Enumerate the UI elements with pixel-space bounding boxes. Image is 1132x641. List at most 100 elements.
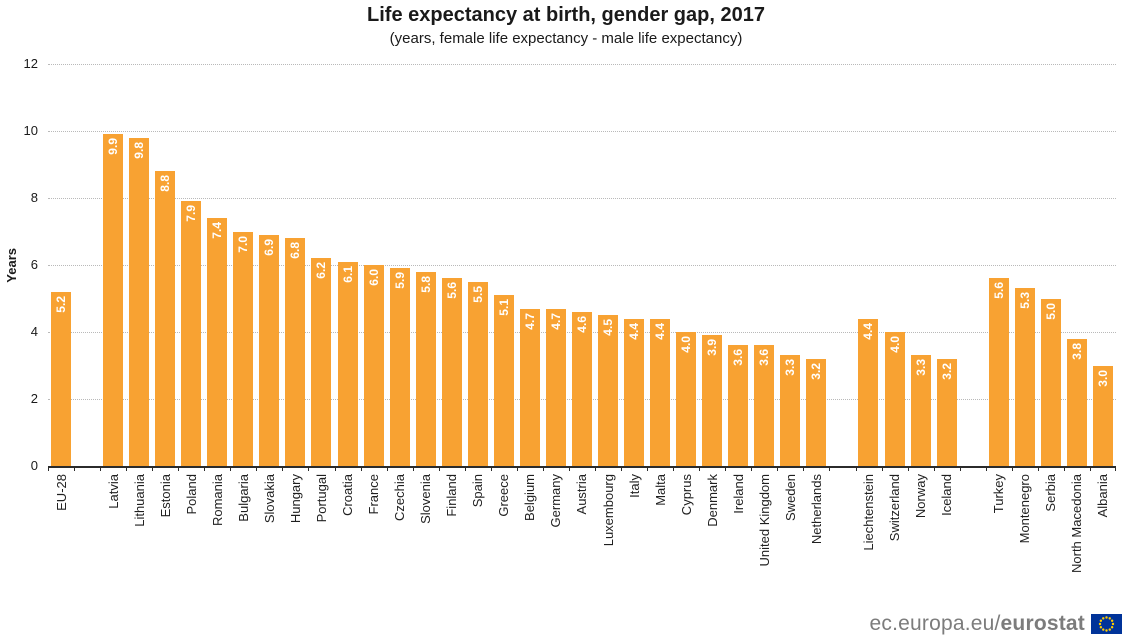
bar: 4.7: [519, 308, 540, 466]
bar-slot: 6.9: [256, 64, 282, 466]
category-label-slot: Estonia: [152, 474, 178, 600]
gap-slot: [829, 64, 855, 466]
x-axis-tick: [751, 466, 753, 471]
category-label: Serbia: [1043, 474, 1059, 512]
bar-slot: 5.2: [48, 64, 74, 466]
bar: 3.3: [780, 355, 801, 466]
category-label-slot: Malta: [647, 474, 673, 600]
bar: 3.6: [754, 345, 775, 466]
gap-label-slot: [74, 474, 100, 600]
x-axis-tick: [490, 466, 492, 471]
x-axis-tick: [230, 466, 232, 471]
gridline: [48, 64, 1116, 65]
bar-value-label: 7.4: [210, 222, 225, 239]
x-axis-tick: [777, 466, 779, 471]
bar-value-label: 4.7: [522, 312, 537, 330]
category-label: Bulgaria: [235, 474, 251, 522]
bar: 9.8: [129, 137, 150, 466]
bar-value-label: 6.9: [262, 238, 277, 256]
x-axis-tick: [386, 466, 388, 471]
x-axis-tick: [855, 466, 857, 471]
x-axis-tick: [933, 466, 935, 471]
bar-slot: 6.8: [282, 64, 308, 466]
category-label: Netherlands: [808, 474, 824, 545]
bar-value-label: 4.7: [548, 312, 563, 330]
bar: 5.9: [389, 268, 410, 466]
bar-value-label: 5.0: [1043, 302, 1058, 320]
x-axis-tick: [829, 466, 831, 471]
gap-slot: [74, 64, 100, 466]
y-axis-tick-label: 8: [30, 189, 38, 205]
y-axis-tick-label: 4: [30, 323, 38, 339]
x-axis-tick: [308, 466, 310, 471]
bar: 3.0: [1092, 365, 1113, 466]
category-label: Switzerland: [887, 474, 903, 542]
bar-value-label: 5.6: [444, 282, 459, 300]
x-axis-tick: [412, 466, 414, 471]
category-label-slot: Liechtenstein: [855, 474, 881, 600]
bar-slot: 5.9: [387, 64, 413, 466]
category-label-slot: Czechia: [387, 474, 413, 600]
category-labels-row: EU-28 Latvia Lithuania Estonia Poland Romania…: [48, 474, 1116, 600]
category-label-slot: Netherlands: [803, 474, 829, 600]
bar: 3.9: [702, 335, 723, 466]
bar-slot: 3.0: [1090, 64, 1116, 466]
category-label: Slovenia: [418, 474, 434, 524]
bar: 5.0: [1040, 298, 1061, 466]
bar-value-label: 4.0: [887, 336, 902, 353]
category-label-slot: Slovakia: [256, 474, 282, 600]
bar: 3.6: [728, 345, 749, 466]
category-label-slot: Slovenia: [413, 474, 439, 600]
gap-slot: [960, 64, 986, 466]
y-axis-tick-label: 10: [23, 122, 38, 138]
bar-value-label: 5.3: [1017, 292, 1032, 310]
bar-slot: 3.8: [1064, 64, 1090, 466]
bar-slot: 7.4: [204, 64, 230, 466]
x-axis-tick: [542, 466, 544, 471]
y-axis-tick-label: 0: [30, 458, 38, 473]
category-label-slot: Albania: [1090, 474, 1116, 600]
bar-slot: 6.0: [361, 64, 387, 466]
bar: 4.4: [858, 318, 879, 466]
x-axis-tick: [1115, 466, 1116, 471]
bar-slot: 9.8: [126, 64, 152, 466]
bar-slot: 3.3: [777, 64, 803, 466]
bar: 5.8: [415, 271, 436, 466]
category-label: Italy: [626, 474, 642, 498]
bar: 3.8: [1066, 338, 1087, 466]
bar-value-label: 4.0: [679, 336, 694, 353]
bar: 7.0: [233, 231, 254, 466]
bar-value-label: 3.0: [1095, 369, 1110, 387]
category-label-slot: Romania: [204, 474, 230, 600]
x-axis-tick: [595, 466, 597, 471]
bar-slot: 4.4: [855, 64, 881, 466]
category-label: France: [366, 474, 382, 515]
bar-slot: 3.2: [934, 64, 960, 466]
bar-value-label: 5.8: [418, 275, 433, 293]
category-label-slot: Germany: [543, 474, 569, 600]
bar: 6.9: [259, 234, 280, 466]
category-label-slot: North Macedonia: [1064, 474, 1090, 600]
x-axis-tick: [126, 466, 128, 471]
bar-slot: 4.4: [621, 64, 647, 466]
x-axis-tick: [360, 466, 362, 471]
category-label-slot: Belgium: [517, 474, 543, 600]
bar-slot: 5.6: [986, 64, 1012, 466]
bar: 9.9: [103, 134, 124, 466]
y-axis-tick-label: 12: [23, 56, 38, 71]
bar-value-label: 5.5: [470, 285, 485, 303]
bar-slot: 3.6: [751, 64, 777, 466]
footer-url: ec.europa.eu/eurostat: [869, 612, 1085, 635]
bar-value-label: 6.8: [288, 242, 303, 259]
category-label-slot: Latvia: [100, 474, 126, 600]
category-label-slot: EU-28: [48, 474, 74, 600]
bar: 7.9: [181, 201, 202, 466]
gridline: [48, 130, 1116, 132]
x-axis-tick: [516, 466, 518, 471]
category-label-slot: Iceland: [934, 474, 960, 600]
bar: 6.0: [363, 265, 384, 466]
category-label-slot: Bulgaria: [230, 474, 256, 600]
bar-slot: 7.0: [230, 64, 256, 466]
bar-value-label: 7.0: [236, 235, 251, 253]
category-label: Iceland: [939, 474, 955, 516]
